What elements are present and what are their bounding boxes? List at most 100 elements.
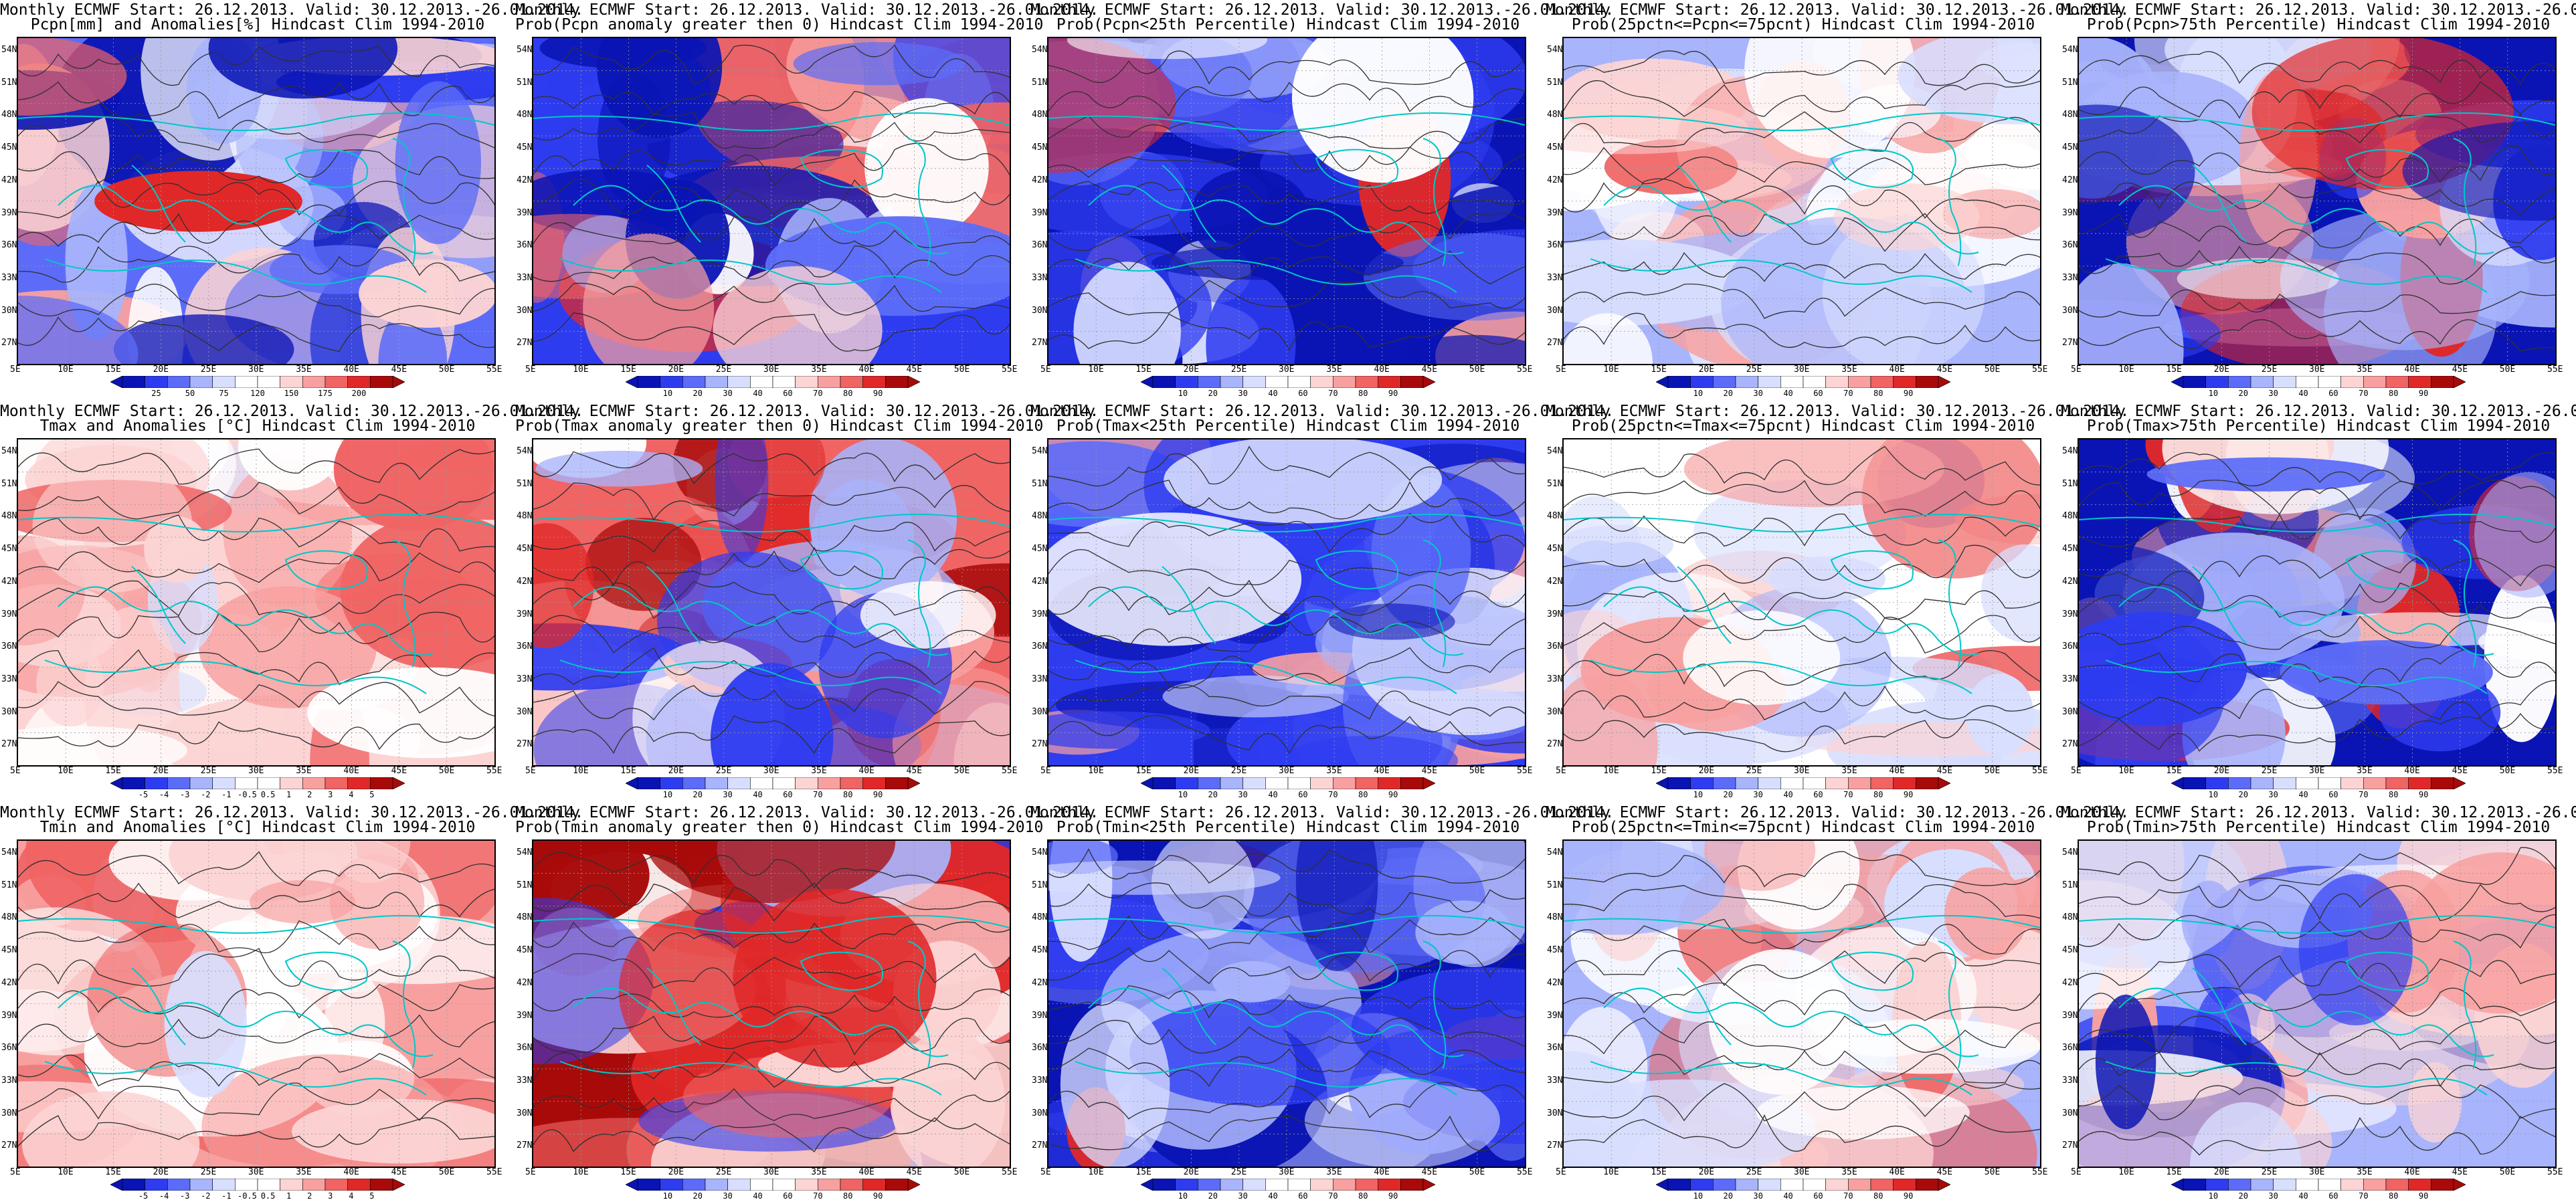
longitude-label: 20E	[1698, 1167, 1715, 1177]
colorbar-swatch	[1915, 777, 1939, 789]
field-blob	[710, 663, 834, 765]
colorbar-swatch	[325, 1179, 349, 1191]
contour-line	[1564, 719, 2040, 752]
contour-line	[18, 551, 494, 583]
contour-line	[2079, 884, 2555, 921]
colorbar-max-arrow	[1422, 777, 1435, 789]
coastline	[58, 586, 434, 656]
latitude-label: 48N	[1547, 511, 1563, 522]
coastline	[1938, 539, 1962, 668]
longitude-label: 15E	[105, 365, 121, 375]
contour-line	[18, 180, 494, 219]
contour-line	[2079, 145, 2555, 183]
coastline	[18, 112, 494, 131]
colorbar-min-arrow	[110, 376, 123, 388]
colorbar-swatch	[1332, 1179, 1356, 1191]
field-blob	[1768, 556, 1886, 602]
coastline	[284, 550, 368, 590]
longitude-label: 20E	[2213, 766, 2230, 776]
colorbar-max-arrow	[907, 777, 920, 789]
longitude-label: 15E	[2166, 1167, 2182, 1177]
colorbar-min-arrow	[110, 777, 123, 789]
latitude-label: 33N	[1, 272, 17, 283]
colorbar-swatch	[885, 1179, 909, 1191]
colorbar-swatch	[2318, 376, 2342, 388]
coastline	[1938, 138, 1962, 266]
colorbar-swatch	[1915, 376, 1939, 388]
longitude-label: 30E	[1279, 1167, 1295, 1177]
coastline	[131, 566, 186, 644]
latitude-label: 39N	[517, 609, 533, 619]
colorbar-swatch	[1893, 376, 1916, 388]
colorbar-swatch	[1893, 1179, 1916, 1191]
panel-title-line2: Prob(25pctn<=Tmax<=75pcnt) Hindcast Clim…	[1571, 417, 2035, 435]
colorbar-tick-label: 20	[2238, 790, 2248, 799]
colorbar-swatch	[1243, 777, 1266, 789]
colorbar-swatch	[145, 376, 168, 388]
latitude-label: 54N	[1547, 847, 1563, 858]
longitude-label: 45E	[1421, 1167, 1438, 1177]
panel-title-line1: Monthly ECMWF Start: 26.12.2013. Valid: …	[2061, 804, 2576, 821]
panel-title-line1: Monthly ECMWF Start: 26.12.2013. Valid: …	[515, 1, 1099, 19]
panel-title-line1: Monthly ECMWF Start: 26.12.2013. Valid: …	[1546, 1, 2130, 19]
contour-line	[1048, 947, 1525, 985]
latitude-label: 51N	[1, 880, 17, 890]
colorbar-swatch	[235, 777, 258, 789]
longitude-label: 25E	[715, 365, 732, 375]
field-blob	[1048, 38, 1176, 173]
coastline	[1162, 165, 1216, 243]
contour-line	[533, 179, 1010, 215]
colorbar-swatch	[1175, 777, 1198, 789]
coastline	[1603, 185, 1979, 255]
coastline	[559, 258, 942, 293]
colorbar-tick-label: 40	[1268, 790, 1278, 799]
longitude-label: 40E	[343, 766, 359, 776]
colorbar-swatch	[727, 1179, 751, 1191]
longitude-label: 50E	[1469, 1167, 1485, 1177]
map-area	[532, 839, 1011, 1168]
contour-line	[2079, 513, 2555, 548]
colorbar-swatch	[2205, 777, 2229, 789]
latitude-label: 54N	[1547, 446, 1563, 456]
field-blob	[1833, 183, 1980, 251]
colorbar-tick-label: 90	[872, 389, 883, 398]
map-panel-tmax-prob-mid: Monthly ECMWF Start: 26.12.2013. Valid: …	[1546, 401, 2129, 803]
longitude-label: 45E	[906, 1167, 923, 1177]
panel-title-line2: Prob(25pctn<=Tmin<=75pcnt) Hindcast Clim…	[1571, 819, 2035, 836]
colorbar-tick-label: 3	[328, 790, 333, 799]
colorbar-max-arrow	[907, 376, 920, 388]
contour-line	[1048, 714, 1525, 755]
colorbar-swatch	[750, 376, 773, 388]
colorbar-tick-label: 40	[1783, 389, 1793, 398]
colorbar-swatch	[280, 777, 303, 789]
colorbar-swatch	[817, 376, 841, 388]
coastline	[392, 539, 416, 668]
colorbar-tick-label: 10	[1178, 1191, 1188, 1201]
colorbar-tick-label: 40	[753, 1191, 763, 1201]
longitude-label: 15E	[620, 365, 636, 375]
latitude-label: 42N	[1032, 576, 1048, 587]
field-blob	[1564, 841, 1726, 935]
map-area	[2078, 37, 2557, 365]
contour-line	[2079, 452, 2555, 487]
coastline	[1677, 165, 1732, 243]
colorbar-swatch	[1175, 376, 1198, 388]
colorbar-swatch	[1735, 1179, 1759, 1191]
colorbar-tick-label: 20	[2238, 389, 2248, 398]
latitude-label: 42N	[2062, 576, 2078, 587]
latitude-label: 27N	[1, 739, 17, 750]
latitude-label: 42N	[1, 576, 17, 587]
coastline	[573, 185, 949, 255]
colorbar-swatch	[189, 376, 213, 388]
colorbar-tick-label: -1	[221, 1191, 232, 1201]
contour-line	[18, 284, 494, 318]
coastline	[1048, 915, 1525, 934]
coastline	[573, 987, 949, 1058]
latitude-label: 33N	[2062, 1075, 2078, 1086]
colorbar-swatch	[2183, 376, 2207, 388]
longitude-label: 45E	[2452, 766, 2468, 776]
coastline	[284, 148, 368, 189]
panel-title-line2: Prob(Tmin anomaly greater then 0) Hindca…	[515, 819, 1044, 836]
latitude-label: 54N	[517, 45, 533, 55]
colorbar-swatch	[1175, 1179, 1198, 1191]
